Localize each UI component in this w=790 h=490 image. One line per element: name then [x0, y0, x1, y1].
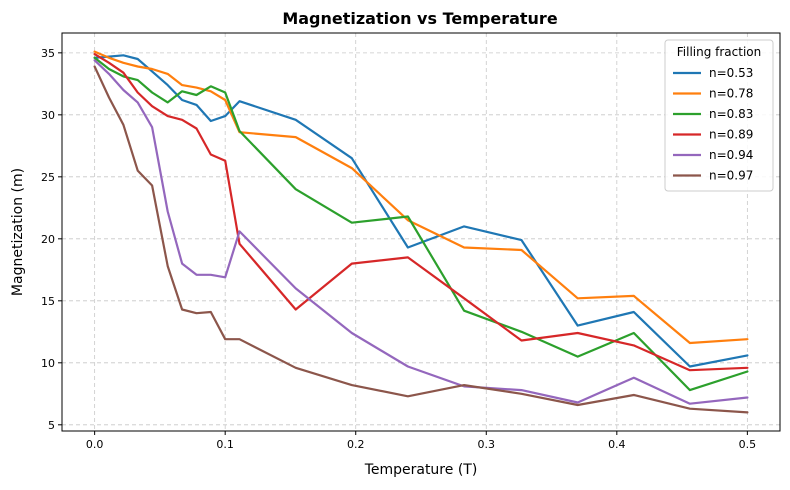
- plot-frame: [61, 32, 781, 432]
- legend-entry: n=0.89: [709, 128, 753, 142]
- series-line-n-0-94: [93, 59, 749, 405]
- x-tick-label: 0.4: [608, 438, 626, 451]
- y-axis-label: Magnetization (m): [10, 168, 26, 296]
- y-tick-label: 20: [41, 233, 55, 246]
- y-tick-label: 35: [41, 47, 55, 60]
- legend-entry: n=0.97: [709, 169, 753, 183]
- x-tick-label: 0.5: [739, 438, 757, 451]
- y-tick-label: 25: [41, 171, 55, 184]
- series-line-n-0-97: [93, 65, 749, 414]
- legend: Filling fraction n=0.53 n=0.78 n=0.83 n=0.89…: [664, 39, 774, 192]
- x-tick-label: 0.3: [478, 438, 496, 451]
- legend-entry: n=0.53: [709, 66, 753, 80]
- x-tick-label: 0.1: [216, 438, 234, 451]
- legend-entry: n=0.94: [709, 148, 753, 162]
- series-line-n-0-78: [93, 50, 749, 345]
- x-tick-label: 0.2: [347, 438, 365, 451]
- series-line-n-0-89: [93, 52, 749, 372]
- series-line-n-0-53: [93, 54, 749, 368]
- y-tick-label: 30: [41, 109, 55, 122]
- y-axis-ticks: 5 10 15 20 25 30 35: [41, 47, 62, 432]
- y-tick-label: 5: [48, 419, 55, 432]
- y-tick-label: 10: [41, 357, 55, 370]
- legend-box: [664, 39, 774, 192]
- x-axis-label: Temperature (T): [364, 462, 478, 478]
- series-lines: [93, 50, 749, 414]
- series-line-n-0-83: [93, 56, 749, 392]
- x-axis-ticks: 0.0 0.1 0.2 0.3 0.4 0.5: [86, 431, 756, 451]
- legend-entry: n=0.83: [709, 107, 753, 121]
- y-tick-label: 15: [41, 295, 55, 308]
- chart-title: Magnetization vs Temperature: [282, 9, 558, 28]
- legend-entry: n=0.78: [709, 87, 753, 101]
- x-tick-label: 0.0: [86, 438, 104, 451]
- legend-title: Filling fraction: [677, 45, 762, 59]
